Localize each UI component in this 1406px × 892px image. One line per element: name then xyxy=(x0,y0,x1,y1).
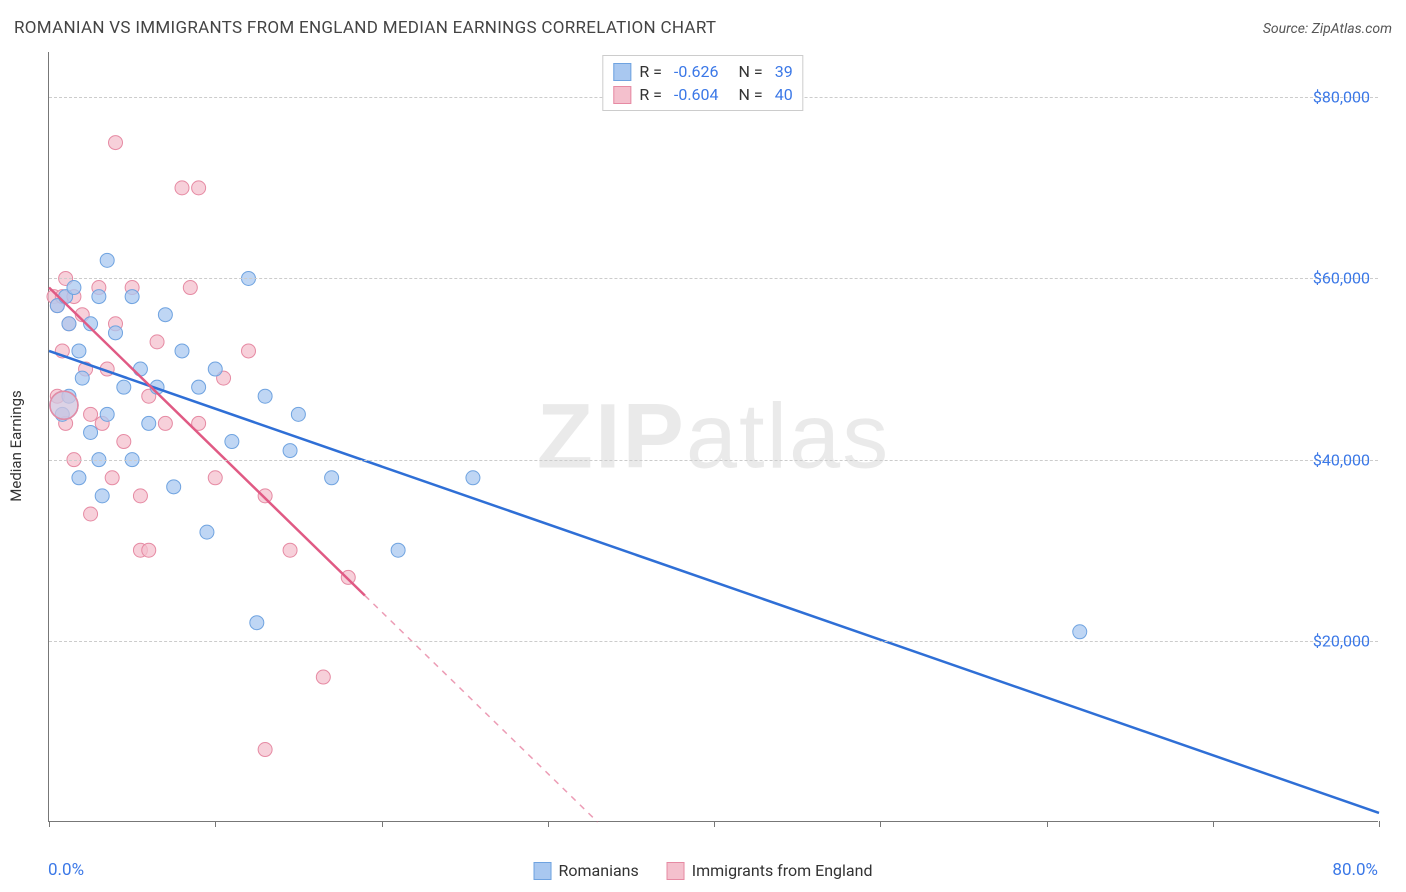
scatter-point xyxy=(100,253,114,267)
legend-n-label: N = xyxy=(739,85,763,104)
swatch-a-bottom xyxy=(534,862,552,880)
scatter-point xyxy=(109,326,123,340)
scatter-point xyxy=(341,570,355,584)
scatter-point xyxy=(391,543,405,557)
swatch-a xyxy=(613,63,631,81)
x-tick xyxy=(880,821,881,827)
scatter-point xyxy=(200,525,214,539)
legend-item-b: Immigrants from England xyxy=(667,861,873,880)
swatch-b xyxy=(613,86,631,104)
y-tick-label: $80,000 xyxy=(1313,88,1370,107)
correlation-legend: R = -0.626 N = 39 R = -0.604 N = 40 xyxy=(602,55,803,111)
y-axis-title: Median Earnings xyxy=(7,390,25,501)
chart-header: ROMANIAN VS IMMIGRANTS FROM ENGLAND MEDI… xyxy=(14,18,1392,38)
x-tick xyxy=(714,821,715,827)
x-min-label: 0.0% xyxy=(48,860,84,880)
legend-n-b: 40 xyxy=(775,85,793,104)
gridline xyxy=(49,278,1378,279)
scatter-point xyxy=(117,380,131,394)
trend-line-b xyxy=(49,288,365,596)
scatter-point xyxy=(117,435,131,449)
scatter-point xyxy=(142,416,156,430)
y-tick-label: $20,000 xyxy=(1313,631,1370,650)
x-tick xyxy=(49,821,50,827)
scatter-point xyxy=(150,335,164,349)
trend-line-b-dash xyxy=(365,596,598,822)
x-tick xyxy=(1047,821,1048,827)
scatter-point xyxy=(109,136,123,150)
plot-area: ZIPatlas $20,000$40,000$60,000$80,000 xyxy=(48,52,1378,822)
scatter-point xyxy=(258,389,272,403)
scatter-point xyxy=(84,425,98,439)
series-legend: Romanians Immigrants from England xyxy=(534,861,873,880)
scatter-point xyxy=(208,362,222,376)
scatter-point xyxy=(62,317,76,331)
x-tick xyxy=(548,821,549,827)
legend-n-a: 39 xyxy=(775,62,793,81)
scatter-point xyxy=(192,380,206,394)
scatter-point xyxy=(105,471,119,485)
scatter-point xyxy=(75,371,89,385)
chart-source: Source: ZipAtlas.com xyxy=(1263,21,1392,37)
scatter-point xyxy=(291,407,305,421)
scatter-point xyxy=(100,407,114,421)
scatter-point xyxy=(142,543,156,557)
scatter-point xyxy=(316,670,330,684)
chart-svg xyxy=(49,52,1378,821)
legend-row-a: R = -0.626 N = 39 xyxy=(613,60,792,83)
scatter-point xyxy=(1073,625,1087,639)
x-max-label: 80.0% xyxy=(1332,860,1378,880)
scatter-point xyxy=(175,344,189,358)
scatter-point xyxy=(258,489,272,503)
legend-item-a: Romanians xyxy=(534,861,639,880)
scatter-point xyxy=(67,281,81,295)
scatter-point xyxy=(133,362,147,376)
legend-label-a: Romanians xyxy=(559,861,639,880)
scatter-point xyxy=(167,480,181,494)
scatter-point xyxy=(175,181,189,195)
x-tick xyxy=(1213,821,1214,827)
scatter-point xyxy=(183,281,197,295)
swatch-b-bottom xyxy=(667,862,685,880)
scatter-point xyxy=(92,290,106,304)
chart-title: ROMANIAN VS IMMIGRANTS FROM ENGLAND MEDI… xyxy=(14,18,716,38)
scatter-point xyxy=(250,616,264,630)
legend-r-a: -0.626 xyxy=(674,62,719,81)
scatter-point xyxy=(158,416,172,430)
scatter-point xyxy=(158,308,172,322)
x-tick xyxy=(1379,821,1380,827)
big-marker xyxy=(50,391,78,419)
x-tick xyxy=(215,821,216,827)
scatter-point xyxy=(72,344,86,358)
scatter-point xyxy=(192,181,206,195)
y-tick-label: $40,000 xyxy=(1313,450,1370,469)
scatter-point xyxy=(242,344,256,358)
scatter-point xyxy=(208,471,222,485)
scatter-point xyxy=(283,543,297,557)
x-tick xyxy=(382,821,383,827)
trend-line-a xyxy=(49,351,1379,813)
scatter-point xyxy=(258,743,272,757)
legend-row-b: R = -0.604 N = 40 xyxy=(613,83,792,106)
gridline xyxy=(49,460,1378,461)
scatter-point xyxy=(466,471,480,485)
legend-label-b: Immigrants from England xyxy=(692,861,873,880)
scatter-point xyxy=(95,489,109,503)
scatter-point xyxy=(125,290,139,304)
scatter-point xyxy=(72,471,86,485)
y-tick-label: $60,000 xyxy=(1313,269,1370,288)
legend-r-label: R = xyxy=(639,85,662,104)
scatter-point xyxy=(283,444,297,458)
scatter-point xyxy=(325,471,339,485)
legend-r-b: -0.604 xyxy=(674,85,719,104)
legend-n-label: N = xyxy=(739,62,763,81)
scatter-point xyxy=(84,507,98,521)
gridline xyxy=(49,641,1378,642)
legend-r-label: R = xyxy=(639,62,662,81)
scatter-point xyxy=(133,489,147,503)
scatter-point xyxy=(225,435,239,449)
scatter-point xyxy=(84,407,98,421)
